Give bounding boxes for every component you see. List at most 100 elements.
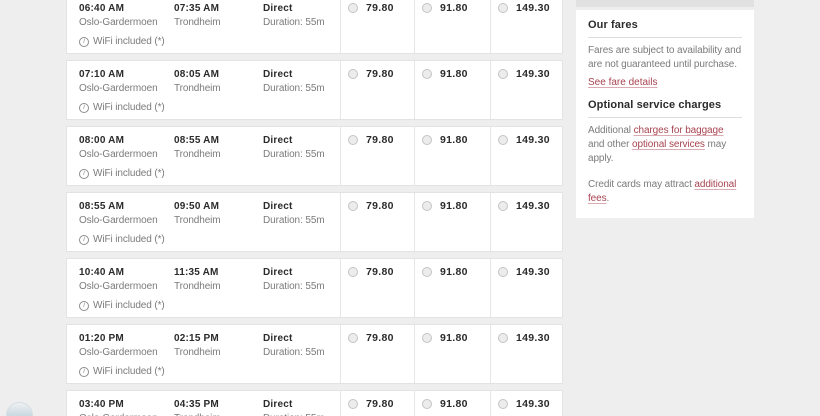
fares-availability-text: Fares are subject to availability and ar… (588, 45, 742, 70)
fare-radio[interactable] (498, 267, 508, 277)
info-icon[interactable]: i (79, 234, 89, 245)
optional-charges-text: Additional charges for baggage and other… (588, 124, 742, 166)
fare-radio[interactable] (348, 3, 358, 13)
arrival-airport: Trondheim (174, 347, 221, 358)
route-info: Direct Duration: 55m (263, 69, 337, 94)
flight-duration: Duration: 55m (263, 281, 325, 292)
credit-cards-text: Credit cards may attract additional fees… (588, 178, 742, 206)
fare-radio[interactable] (422, 201, 432, 211)
fare-price: 149.30 (516, 332, 550, 344)
chat-widget[interactable] (6, 402, 33, 416)
fare-option-1[interactable]: 79.80 (340, 325, 414, 383)
fare-radio[interactable] (348, 135, 358, 145)
wifi-note: i WiFi included (*) (79, 102, 165, 113)
fare-radio[interactable] (498, 69, 508, 79)
fare-option-3[interactable]: 149.30 (490, 259, 564, 317)
fare-price: 79.80 (366, 68, 394, 80)
fare-option-3[interactable]: 149.30 (490, 0, 564, 53)
fare-price: 91.80 (440, 266, 468, 278)
fare-option-3[interactable]: 149.30 (490, 193, 564, 251)
sidebar-top-bar (576, 0, 754, 7)
fare-radio[interactable] (348, 333, 358, 343)
route-type: Direct (263, 135, 293, 146)
arrival-time: 02:15 PM (174, 333, 219, 344)
fare-option-3[interactable]: 149.30 (490, 127, 564, 185)
optional-services-link[interactable]: optional services (632, 139, 705, 150)
fare-radio[interactable] (348, 399, 358, 409)
wifi-note: i WiFi included (*) (79, 300, 165, 311)
departure-airport: Oslo-Gardermoen (79, 149, 158, 160)
fare-option-2[interactable]: 91.80 (414, 325, 490, 383)
departure-time: 06:40 AM (79, 3, 125, 14)
departure-airport: Oslo-Gardermoen (79, 215, 158, 226)
optional-charges-text-part: and other (588, 139, 633, 150)
fare-option-2[interactable]: 91.80 (414, 391, 490, 416)
info-icon[interactable]: i (79, 102, 89, 113)
additional-fees-link[interactable]: additional fees (588, 179, 737, 204)
fare-option-1[interactable]: 79.80 (340, 259, 414, 317)
fare-radio[interactable] (422, 3, 432, 13)
fare-option-1[interactable]: 79.80 (340, 193, 414, 251)
info-icon[interactable]: i (79, 300, 89, 311)
route-info: Direct Duration: 55m (263, 3, 337, 28)
flight-duration: Duration: 55m (263, 17, 325, 28)
fare-radio[interactable] (348, 69, 358, 79)
fare-option-3[interactable]: 149.30 (490, 391, 564, 416)
fare-radio[interactable] (498, 399, 508, 409)
fare-option-2[interactable]: 91.80 (414, 127, 490, 185)
info-icon-glyph: i (83, 38, 85, 45)
fare-option-3[interactable]: 149.30 (490, 61, 564, 119)
arrival-time: 08:05 AM (174, 69, 220, 80)
fare-radio[interactable] (422, 69, 432, 79)
see-fare-details-link[interactable]: See fare details (588, 77, 658, 88)
charges-for-baggage-link[interactable]: charges for baggage (633, 125, 724, 136)
departure-airport: Oslo-Gardermoen (79, 413, 171, 416)
fare-option-1[interactable]: 79.80 (340, 0, 414, 53)
fare-radio[interactable] (422, 333, 432, 343)
info-icon[interactable]: i (79, 36, 89, 47)
info-icon-glyph: i (83, 302, 85, 309)
optional-charges-text-part: may apply. (588, 139, 727, 164)
arrival-airport: Trondheim (174, 83, 221, 94)
fare-option-1[interactable]: 79.80 (340, 391, 414, 416)
departure-time: 01:20 PM (79, 333, 124, 344)
arrival-info: 02:15 PM Trondheim (174, 333, 260, 358)
departure-time: 07:10 AM (79, 69, 125, 80)
fare-radio[interactable] (498, 333, 508, 343)
wifi-note-text: WiFi included (*) (93, 102, 165, 113)
fare-price: 91.80 (440, 134, 468, 146)
fare-price: 91.80 (440, 68, 468, 80)
fare-option-2[interactable]: 91.80 (414, 0, 490, 53)
fare-radio[interactable] (498, 3, 508, 13)
fare-radio[interactable] (348, 267, 358, 277)
wifi-note-text: WiFi included (*) (93, 168, 165, 179)
info-icon-glyph: i (83, 170, 85, 177)
fare-radio[interactable] (348, 201, 358, 211)
fare-radio[interactable] (422, 267, 432, 277)
fare-option-1[interactable]: 79.80 (340, 127, 414, 185)
fare-option-1[interactable]: 79.80 (340, 61, 414, 119)
info-icon[interactable]: i (79, 366, 89, 377)
route-type: Direct (263, 3, 293, 14)
fare-price: 91.80 (440, 398, 468, 410)
fare-radio[interactable] (498, 201, 508, 211)
arrival-time: 04:35 PM (174, 399, 219, 410)
fare-price: 91.80 (440, 200, 468, 212)
departure-info: 01:20 PM Oslo-Gardermoen (79, 333, 171, 358)
fare-radio[interactable] (422, 399, 432, 409)
departure-airport: Oslo-Gardermoen (79, 281, 158, 292)
fare-radio[interactable] (422, 135, 432, 145)
fare-option-2[interactable]: 91.80 (414, 193, 490, 251)
fare-option-2[interactable]: 91.80 (414, 259, 490, 317)
arrival-time: 07:35 AM (174, 3, 220, 14)
info-icon-glyph: i (83, 236, 85, 243)
fare-option-2[interactable]: 91.80 (414, 61, 490, 119)
route-info: Direct Duration: 55m (263, 333, 337, 358)
info-icon[interactable]: i (79, 168, 89, 179)
arrival-info: 04:35 PM Trondheim (174, 399, 260, 416)
fare-option-3[interactable]: 149.30 (490, 325, 564, 383)
route-info: Direct Duration: 55m (263, 399, 337, 416)
departure-info: 08:55 AM Oslo-Gardermoen (79, 201, 171, 226)
fare-radio[interactable] (498, 135, 508, 145)
departure-time: 08:00 AM (79, 135, 125, 146)
